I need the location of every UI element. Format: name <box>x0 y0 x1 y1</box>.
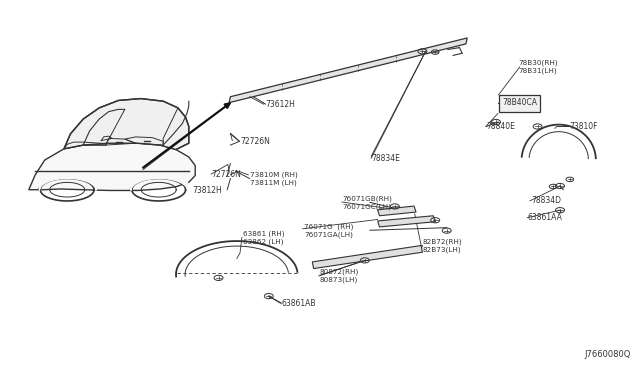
Text: 73810M (RH)
73811M (LH): 73810M (RH) 73811M (LH) <box>250 171 298 186</box>
Text: 76071GB(RH)
76071GC(LH): 76071GB(RH) 76071GC(LH) <box>342 196 392 210</box>
Text: 63861 (RH)
63862 (LH): 63861 (RH) 63862 (LH) <box>243 231 285 245</box>
Polygon shape <box>64 99 189 150</box>
Text: 78B30(RH)
78B31(LH): 78B30(RH) 78B31(LH) <box>518 60 558 74</box>
Text: 63861AB: 63861AB <box>282 299 316 308</box>
Polygon shape <box>378 206 416 216</box>
Polygon shape <box>312 246 422 269</box>
Text: 80872(RH)
80873(LH): 80872(RH) 80873(LH) <box>320 268 359 282</box>
Text: 72726N: 72726N <box>240 137 270 146</box>
Text: 78834D: 78834D <box>531 196 561 205</box>
Text: 73810F: 73810F <box>570 122 598 131</box>
Text: 78840E: 78840E <box>486 122 515 131</box>
Text: 78B40CA: 78B40CA <box>502 98 538 107</box>
Text: 72726N: 72726N <box>211 170 241 179</box>
Text: 76071G  (RH)
76071GA(LH): 76071G (RH) 76071GA(LH) <box>304 224 353 238</box>
Text: 78834E: 78834E <box>371 154 400 163</box>
Text: 73612H: 73612H <box>266 100 296 109</box>
Bar <box>499 95 540 112</box>
Polygon shape <box>29 143 195 190</box>
Text: 63861AA: 63861AA <box>528 213 563 222</box>
Text: J7660080Q: J7660080Q <box>584 350 630 359</box>
Text: 82B72(RH)
82B73(LH): 82B72(RH) 82B73(LH) <box>422 238 462 253</box>
Polygon shape <box>229 38 467 103</box>
Text: 73812H: 73812H <box>192 186 221 195</box>
Polygon shape <box>378 216 435 227</box>
